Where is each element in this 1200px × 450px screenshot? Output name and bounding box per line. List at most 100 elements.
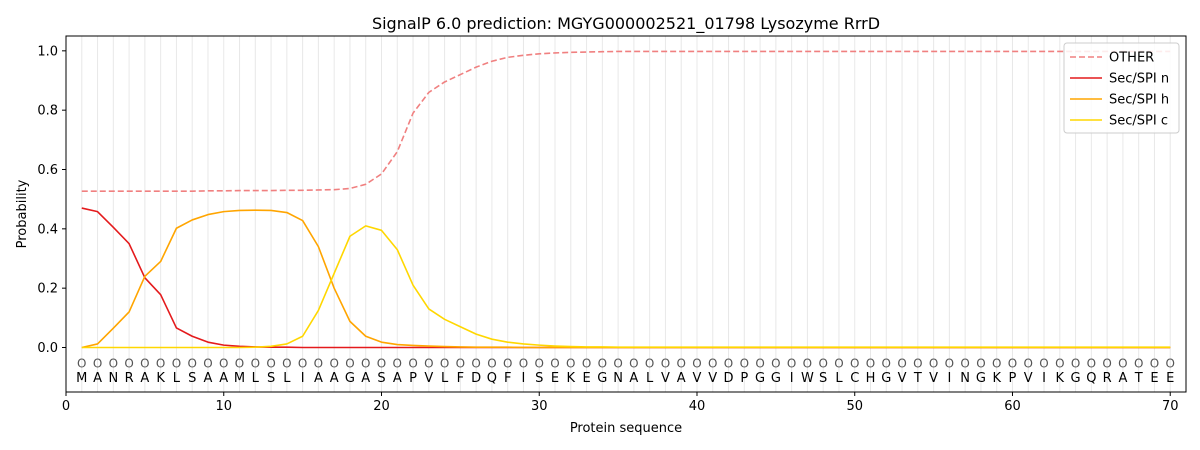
residue-label: G [597,371,607,386]
predicted-label: O [582,356,591,370]
legend: OTHER Sec/SPI n Sec/SPI h Sec/SPI c [1063,42,1180,134]
residue-label: L [252,371,260,386]
residue-label: P [740,371,748,386]
predicted-label: O [1165,356,1174,370]
predicted-label: O [345,356,354,370]
predicted-label: O [1150,356,1159,370]
predicted-label: O [377,356,386,370]
predicted-label: O [535,356,544,370]
residue-label: M [76,371,87,386]
predicted-label: O [93,356,102,370]
predicted-label: O [976,356,985,370]
x-tick-label: 0 [62,399,70,414]
y-tick-label: 0.0 [37,341,58,356]
predicted-label: O [503,356,512,370]
residue-label: G [1071,371,1081,386]
series-line [81,207,1171,349]
predicted-label: O [598,356,607,370]
predicted-label: O [913,356,922,370]
x-tick-label: 60 [1004,399,1021,414]
predicted-label: O [219,356,228,370]
axis-layer: 0 10 20 30 40 50 60 70 0.0 0.2 0.4 0.6 0.8 1.0 [37,44,1178,414]
residue-label: S [535,371,543,386]
predicted-label: O [803,356,812,370]
predicted-label: O [408,356,417,370]
predicted-label: O [834,356,843,370]
predicted-label: O [771,356,780,370]
residue-label: P [1009,371,1017,386]
residue-label: A [629,371,638,386]
predicted-label: O [1071,356,1080,370]
residue-label: A [330,371,339,386]
legend-label: Sec/SPI n [1109,72,1169,87]
residue-label: A [677,371,686,386]
predicted-label: O [897,356,906,370]
residue-label: L [173,371,181,386]
predicted-label: O [629,356,638,370]
x-tick-label: 40 [689,399,706,414]
x-tick-label: 20 [373,399,390,414]
residue-label: D [471,371,481,386]
residue-label: Q [1086,371,1096,386]
predicted-label: O [945,356,954,370]
predicted-label: O [740,356,749,370]
residue-label: S [377,371,385,386]
predicted-label: O [329,356,338,370]
series-line [81,50,1171,192]
predicted-label: O [124,356,133,370]
predicted-label: O [109,356,118,370]
residue-label: G [976,371,986,386]
residue-label: R [125,371,134,386]
predicted-label: O [1024,356,1033,370]
predicted-label: O [929,356,938,370]
x-tick-label: 50 [846,399,863,414]
residue-label: I [1042,371,1046,386]
residue-label: V [424,371,433,386]
series-layer [81,50,1171,349]
residue-label: V [1024,371,1033,386]
residue-label: V [708,371,717,386]
predicted-label: O [487,356,496,370]
residue-label: V [693,371,702,386]
residue-label: G [345,371,355,386]
predicted-label: O [645,356,654,370]
residue-label: I [522,371,526,386]
predicted-label: O [1008,356,1017,370]
residue-label: L [283,371,291,386]
predicted-label: O [676,356,685,370]
predicted-label: O [156,356,165,370]
predicted-label: O [440,356,449,370]
residue-label: S [267,371,275,386]
residue-label: I [790,371,794,386]
residue-label: C [850,371,859,386]
residue-label: L [646,371,654,386]
predicted-label: O [282,356,291,370]
residue-label: E [1150,371,1158,386]
predicted-label: O [755,356,764,370]
predicted-label: O [361,356,370,370]
x-tick-label: 30 [531,399,548,414]
predicted-label: O [203,356,212,370]
residue-label: I [301,371,305,386]
residue-label: M [234,371,245,386]
predicted-label: O [724,356,733,370]
residue-label: V [661,371,670,386]
residue-label: G [755,371,765,386]
predicted-label: O [298,356,307,370]
residue-label: A [204,371,213,386]
predicted-label: O [661,356,670,370]
residue-label: K [156,371,165,386]
y-tick-label: 0.2 [37,282,58,297]
residue-label: F [457,371,464,386]
residue-label: H [866,371,876,386]
predicted-label: O [787,356,796,370]
chart-title: SignalP 6.0 prediction: MGYG000002521_01… [372,14,880,34]
predicted-label: O [960,356,969,370]
predicted-label: O [692,356,701,370]
predicted-label: O [1134,356,1143,370]
predicted-label: O [866,356,875,370]
legend-box [1063,42,1180,134]
residue-label: A [314,371,323,386]
predicted-label: O [77,356,86,370]
residue-label: P [409,371,417,386]
